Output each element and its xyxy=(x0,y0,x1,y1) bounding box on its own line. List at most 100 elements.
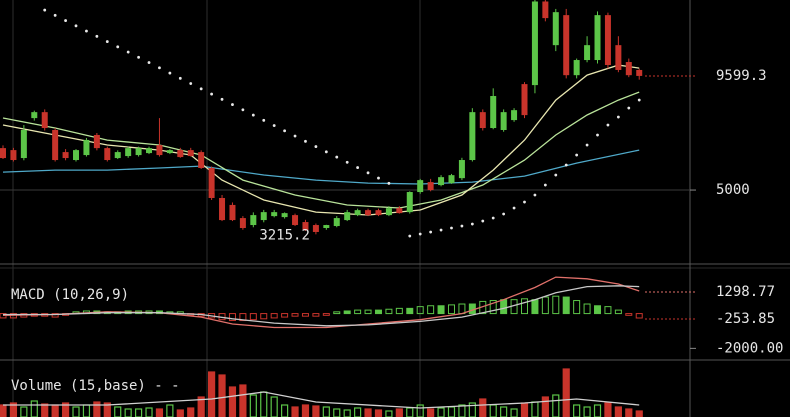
candle-body xyxy=(469,112,476,161)
volume-bar xyxy=(604,402,612,417)
sar-dot xyxy=(147,61,151,64)
histogram-bar xyxy=(541,296,549,315)
y-tick-label: 5000 xyxy=(716,182,750,198)
histogram-bar xyxy=(437,305,445,315)
value-label: 9599.3 xyxy=(716,68,767,84)
sar-dot xyxy=(53,13,57,17)
sar-dot xyxy=(491,216,495,220)
histogram-bar xyxy=(239,313,247,322)
sar-dot xyxy=(564,163,568,167)
candle-body xyxy=(260,212,267,221)
sar-dot xyxy=(335,155,339,159)
candle-body xyxy=(521,84,528,116)
histogram-bar xyxy=(521,298,528,315)
sar-dot xyxy=(85,29,88,33)
volume-bar xyxy=(312,405,320,417)
candle-body xyxy=(594,15,601,61)
volume-bar xyxy=(395,408,403,417)
candle-body xyxy=(406,192,413,213)
low-annotation: 3215.2 xyxy=(259,227,310,243)
sar-dot xyxy=(596,133,599,137)
volume-bar xyxy=(239,384,247,417)
histogram-bar xyxy=(281,313,289,318)
candle-body xyxy=(52,130,59,161)
candle-body xyxy=(479,112,486,129)
histogram-bar xyxy=(51,313,59,318)
sar-dot xyxy=(616,115,620,119)
sar-dot xyxy=(377,176,380,180)
volume-bar xyxy=(614,406,622,417)
candle-body xyxy=(146,148,153,154)
volume-bar xyxy=(322,406,330,417)
candle-body xyxy=(584,45,591,61)
candle-body xyxy=(41,112,48,129)
histogram-bar xyxy=(489,300,497,315)
volume-bar xyxy=(520,402,529,417)
sar-dot xyxy=(554,173,558,177)
sar-dot xyxy=(126,50,130,54)
sar-dot xyxy=(189,82,193,85)
sar-dot xyxy=(366,171,370,175)
volume-bar xyxy=(468,402,476,417)
volume-bar xyxy=(103,402,111,417)
sar-dot xyxy=(637,98,641,102)
sar-dot xyxy=(533,193,537,197)
candle-body xyxy=(458,160,465,179)
sar-dot xyxy=(460,224,464,228)
volume-bar xyxy=(541,396,549,417)
sar-dot xyxy=(418,232,422,236)
histogram-bar xyxy=(364,309,372,315)
candle-body xyxy=(177,150,184,158)
sar-dot xyxy=(220,97,224,101)
sar-dot xyxy=(450,226,453,230)
candle-body xyxy=(375,210,382,216)
volume-bar xyxy=(145,407,153,417)
volume-bar xyxy=(593,404,602,417)
volume-bar xyxy=(625,408,633,417)
candle-body xyxy=(552,12,559,46)
candle-body xyxy=(323,225,330,229)
volume-bar xyxy=(374,409,383,417)
sar-dot xyxy=(523,200,526,204)
histogram-bar xyxy=(395,307,403,315)
candle-body xyxy=(125,148,132,157)
sar-dot xyxy=(210,92,214,96)
histogram-bar xyxy=(594,305,602,315)
candle-body xyxy=(396,208,403,214)
sar-dot xyxy=(178,76,182,80)
sar-dot xyxy=(231,103,234,106)
histogram-bar xyxy=(312,313,320,317)
volume-bar xyxy=(354,407,362,417)
volume-bar xyxy=(20,406,28,417)
candle-body xyxy=(83,139,90,156)
volume-bar xyxy=(291,406,299,417)
indicator-line xyxy=(3,391,640,409)
histogram-bar xyxy=(374,309,382,315)
candle-body xyxy=(10,150,17,161)
sar-dot xyxy=(345,160,349,164)
candle-body xyxy=(281,213,288,218)
candle-body xyxy=(292,215,299,226)
candle-body xyxy=(219,197,226,221)
sar-dot xyxy=(543,183,547,187)
volume-bar xyxy=(134,408,143,417)
volume-bar xyxy=(437,407,445,417)
candle-body xyxy=(0,148,6,159)
volume-bar xyxy=(583,406,591,417)
candle-body xyxy=(511,110,518,121)
histogram-bar xyxy=(291,313,299,317)
sar-dot xyxy=(241,108,245,112)
candle-body xyxy=(20,130,27,159)
histogram-bar xyxy=(583,303,591,315)
volume-bar xyxy=(155,408,164,417)
volume-bar xyxy=(427,408,435,417)
sar-dot xyxy=(314,145,318,148)
candle-body xyxy=(229,204,236,221)
candle-body xyxy=(166,150,173,154)
histogram-bar xyxy=(343,310,351,315)
candle-body xyxy=(73,150,80,161)
volume-bar xyxy=(93,401,101,417)
candle-body xyxy=(302,222,309,230)
panel-title: Volume (15,base) - - xyxy=(11,378,180,394)
